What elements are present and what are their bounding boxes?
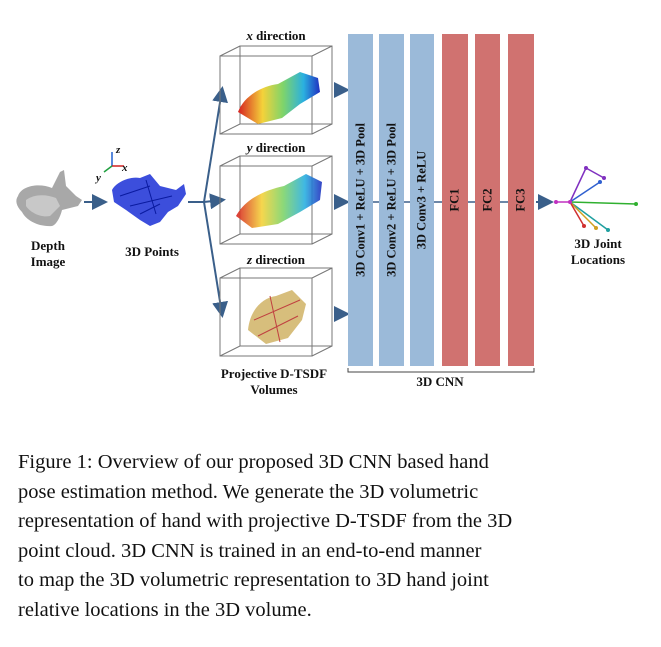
volume-z — [219, 267, 333, 357]
volume-x — [219, 45, 333, 135]
output-label: 3D Joint Locations — [556, 236, 640, 268]
axis-z-label: z — [116, 144, 121, 156]
figure-caption: Figure 1: Overview of our proposed 3D CN… — [18, 448, 644, 625]
volumes-label-line2: Volumes — [250, 382, 298, 397]
cnn-label: 3D CNN — [416, 374, 464, 389]
axis-x-label: x — [122, 162, 128, 174]
output-label-line2: Locations — [570, 252, 626, 267]
layer-fc1: FC1 — [442, 34, 468, 366]
points-label: 3D Points — [125, 244, 179, 259]
arrow-to-z-volume — [203, 201, 228, 318]
caption-line: point cloud. 3D CNN is trained in an end… — [18, 539, 482, 562]
layer-conv3: 3D Conv3 + ReLU — [410, 34, 434, 366]
hand-skeleton — [554, 166, 638, 232]
volume-z-title: z direction — [247, 252, 305, 267]
depth-image-label-line2: Image — [30, 254, 66, 269]
point-cloud — [112, 174, 186, 226]
depth-image-label: Depth Image — [18, 238, 78, 270]
caption-line: relative locations in the 3D volume. — [18, 598, 312, 621]
volumes-label: Projective D-TSDF Volumes — [206, 366, 342, 398]
cnn-bracket — [347, 368, 535, 373]
diagram-graphics — [16, 45, 638, 373]
caption-line: pose estimation method. We generate the … — [18, 480, 479, 503]
output-label-line1: 3D Joint — [574, 236, 622, 251]
volume-y — [219, 155, 333, 245]
axis-y-label: y — [96, 172, 101, 184]
layer-fc3: FC3 — [508, 34, 534, 366]
volume-y-title: y direction — [246, 140, 306, 155]
layer-conv2: 3D Conv2 + ReLU + 3D Pool — [379, 34, 404, 366]
volumes-label-line1: Projective D-TSDF — [220, 366, 328, 381]
layer-conv1: 3D Conv1 + ReLU + 3D Pool — [348, 34, 373, 366]
caption-line: representation of hand with projective D… — [18, 510, 513, 532]
depth-image-label-line1: Depth — [31, 238, 65, 253]
depth-image — [16, 170, 82, 227]
caption-line: to map the 3D volumetric representation … — [18, 569, 489, 591]
layer-fc2: FC2 — [475, 34, 500, 366]
volume-x-title: x direction — [246, 28, 306, 43]
arrow-to-y-volume — [203, 193, 226, 210]
caption-line: Figure 1: Overview of our proposed 3D CN… — [18, 451, 489, 473]
axes-icon — [103, 152, 124, 173]
arrow-to-x-volume — [203, 86, 228, 203]
